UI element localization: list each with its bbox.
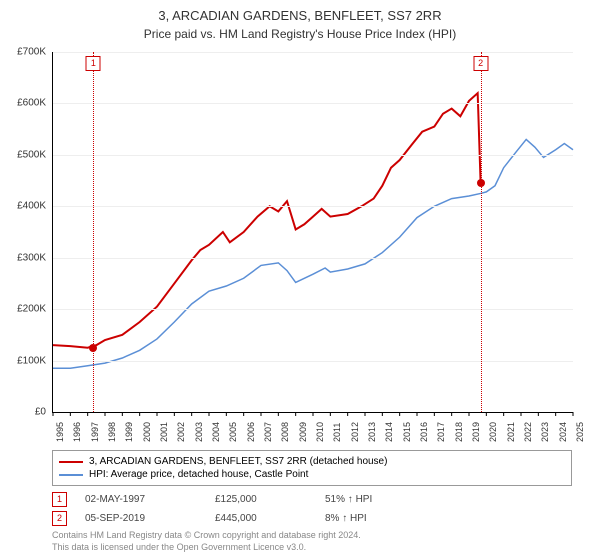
legend-box: 3, ARCADIAN GARDENS, BENFLEET, SS7 2RR (… <box>52 450 572 486</box>
gridline-h <box>53 258 573 259</box>
ytick-label: £0 <box>0 407 46 418</box>
ytick-label: £400K <box>0 201 46 212</box>
gridline-h <box>53 361 573 362</box>
transaction-row: 2 05-SEP-2019£445,0008% ↑ HPI <box>52 509 572 528</box>
xtick-label: 2006 <box>246 422 256 442</box>
xtick-label: 2010 <box>315 422 325 442</box>
xtick-label: 2000 <box>142 422 152 442</box>
xtick-label: 2005 <box>228 422 238 442</box>
xtick-label: 1997 <box>90 422 100 442</box>
legend-swatch <box>59 474 83 476</box>
transaction-price: £445,000 <box>215 513 325 524</box>
ytick-label: £200K <box>0 304 46 315</box>
ytick-label: £100K <box>0 355 46 366</box>
xtick-label: 2002 <box>176 422 186 442</box>
transaction-point <box>89 344 97 352</box>
xtick-label: 2021 <box>506 422 516 442</box>
chart-plot-area: 12 <box>52 52 573 413</box>
chart-svg <box>53 52 573 412</box>
gridline-h <box>53 206 573 207</box>
xtick-label: 2012 <box>350 422 360 442</box>
gridline-h <box>53 155 573 156</box>
transaction-date: 02-MAY-1997 <box>85 494 215 505</box>
transaction-point <box>477 179 485 187</box>
gridline-h <box>53 103 573 104</box>
xtick-label: 2016 <box>419 422 429 442</box>
transaction-index: 2 <box>52 511 67 526</box>
xtick-label: 2007 <box>263 422 273 442</box>
xtick-label: 2017 <box>436 422 446 442</box>
transactions-table: 1 02-MAY-1997£125,00051% ↑ HPI 2 05-SEP-201… <box>52 490 572 528</box>
xtick-label: 2003 <box>194 422 204 442</box>
transaction-marker: 2 <box>473 56 488 71</box>
xtick-label: 2018 <box>454 422 464 442</box>
gridline-h <box>53 309 573 310</box>
xtick-label: 1995 <box>55 422 65 442</box>
transaction-pct: 8% ↑ HPI <box>325 513 425 524</box>
ytick-label: £600K <box>0 98 46 109</box>
gridline-h <box>53 52 573 53</box>
xtick-label: 2004 <box>211 422 221 442</box>
series-line-hpi <box>53 139 573 368</box>
transaction-date: 05-SEP-2019 <box>85 513 215 524</box>
transaction-price: £125,000 <box>215 494 325 505</box>
transaction-index: 1 <box>52 492 67 507</box>
title-main: 3, ARCADIAN GARDENS, BENFLEET, SS7 2RR <box>0 0 600 23</box>
xtick-label: 2023 <box>540 422 550 442</box>
xtick-label: 2009 <box>298 422 308 442</box>
legend-swatch <box>59 461 83 463</box>
legend-label: HPI: Average price, detached house, Cast… <box>89 469 308 480</box>
xtick-label: 2025 <box>575 422 585 442</box>
chart-container: 3, ARCADIAN GARDENS, BENFLEET, SS7 2RR P… <box>0 0 600 560</box>
xtick-label: 2008 <box>280 422 290 442</box>
transaction-vline <box>481 52 482 412</box>
legend-row: 3, ARCADIAN GARDENS, BENFLEET, SS7 2RR (… <box>59 455 565 468</box>
xtick-label: 2011 <box>332 423 342 442</box>
transaction-marker: 1 <box>86 56 101 71</box>
legend-label: 3, ARCADIAN GARDENS, BENFLEET, SS7 2RR (… <box>89 456 387 467</box>
xtick-label: 2001 <box>159 422 169 442</box>
transaction-pct: 51% ↑ HPI <box>325 494 425 505</box>
title-sub: Price paid vs. HM Land Registry's House … <box>0 23 600 47</box>
ytick-label: £500K <box>0 149 46 160</box>
copyright-line2: This data is licensed under the Open Gov… <box>52 542 306 552</box>
transaction-row: 1 02-MAY-1997£125,00051% ↑ HPI <box>52 490 572 509</box>
ytick-label: £300K <box>0 252 46 263</box>
xtick-label: 2020 <box>488 422 498 442</box>
xtick-label: 2015 <box>402 422 412 442</box>
transaction-vline <box>93 52 94 412</box>
xtick-label: 1998 <box>107 422 117 442</box>
xtick-label: 2019 <box>471 422 481 442</box>
copyright-text: Contains HM Land Registry data © Crown c… <box>52 530 572 553</box>
xtick-label: 2022 <box>523 422 533 442</box>
legend-row: HPI: Average price, detached house, Cast… <box>59 468 565 481</box>
ytick-label: £700K <box>0 47 46 58</box>
xtick-label: 1999 <box>124 422 134 442</box>
xtick-label: 1996 <box>72 422 82 442</box>
copyright-line1: Contains HM Land Registry data © Crown c… <box>52 530 361 540</box>
xtick-label: 2013 <box>367 422 377 442</box>
xtick-label: 2014 <box>384 422 394 442</box>
xtick-label: 2024 <box>558 422 568 442</box>
